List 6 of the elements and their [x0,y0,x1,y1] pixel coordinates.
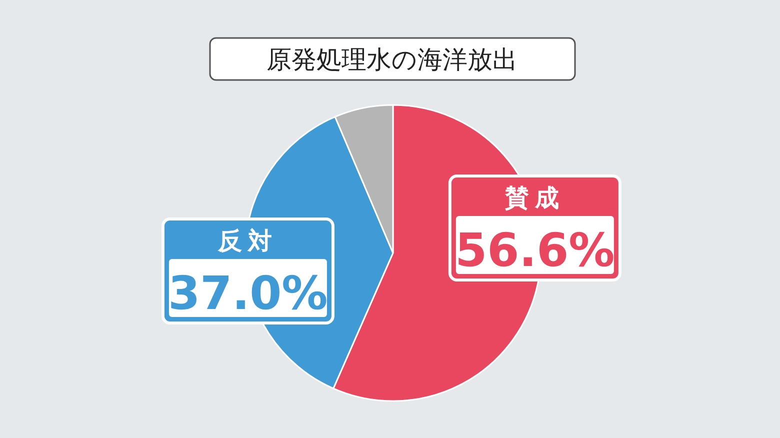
chart-title: 原発処理水の海洋放出 [266,45,518,74]
data-label: 56.6% [455,223,615,277]
data-label: 37.0% [168,266,328,320]
slice-label: 賛成 [504,184,565,212]
title: 原発処理水の海洋放出 [209,37,576,81]
slice-label: 反対 [216,227,278,255]
